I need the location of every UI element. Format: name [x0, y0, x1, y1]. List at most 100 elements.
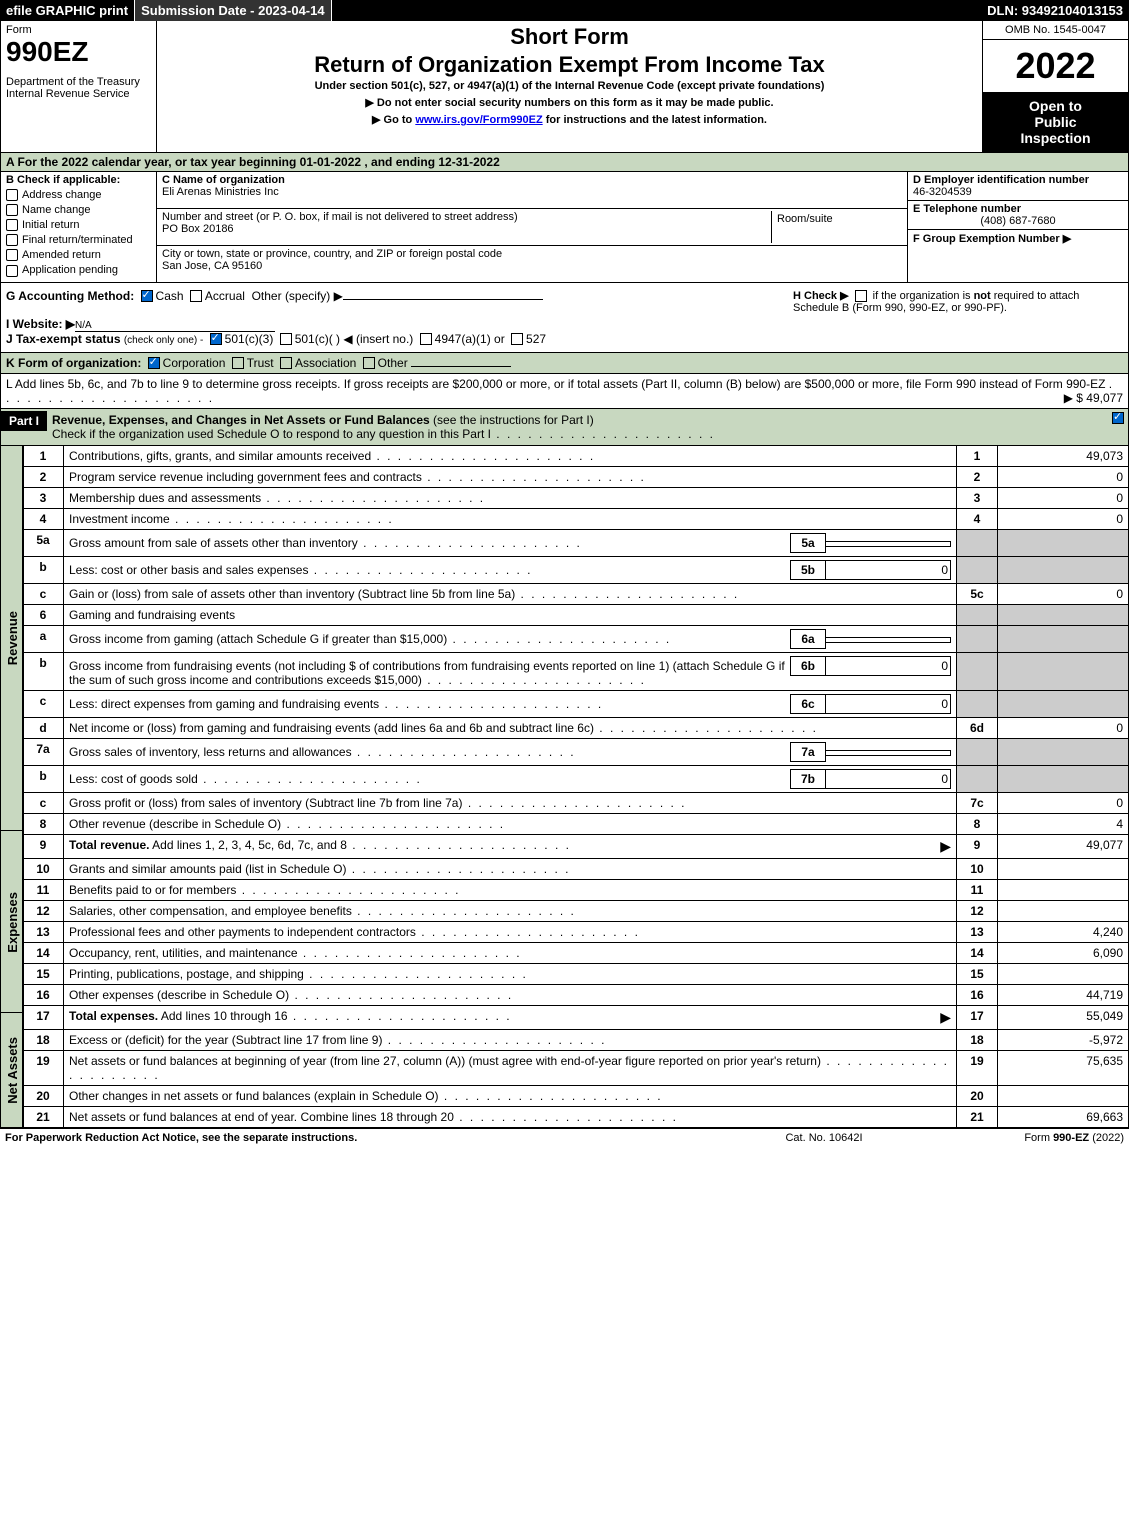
form-number: 990EZ: [6, 36, 151, 68]
street-cell: Number and street (or P. O. box, if mail…: [157, 209, 907, 246]
line-number: 12: [23, 900, 64, 921]
line-description: Less: direct expenses from gaming and fu…: [64, 690, 957, 717]
check-address-change[interactable]: Address change: [6, 189, 151, 201]
grey-cell: [998, 738, 1129, 765]
check-final-return[interactable]: Final return/terminated: [6, 234, 151, 246]
other-org-field[interactable]: [411, 366, 511, 367]
check-initial-return[interactable]: Initial return: [6, 219, 151, 231]
header-center: Short Form Return of Organization Exempt…: [157, 21, 982, 152]
line-description: Contributions, gifts, grants, and simila…: [64, 446, 957, 467]
check-accrual[interactable]: [190, 290, 202, 302]
line-description: Less: cost or other basis and sales expe…: [64, 556, 957, 583]
527-label: 527: [526, 332, 546, 346]
line-description: Occupancy, rent, utilities, and maintena…: [64, 942, 957, 963]
table-row: 15Printing, publications, postage, and s…: [23, 963, 1129, 984]
line-description: Excess or (deficit) for the year (Subtra…: [64, 1030, 957, 1051]
ein-label: D Employer identification number: [913, 174, 1089, 186]
revenue-table: 1Contributions, gifts, grants, and simil…: [22, 446, 1129, 859]
city-label: City or town, state or province, country…: [162, 248, 502, 260]
grey-cell: [998, 529, 1129, 556]
right-line-number: 6d: [957, 717, 998, 738]
table-row: cGross profit or (loss) from sales of in…: [23, 792, 1129, 813]
j-label: J Tax-exempt status: [6, 332, 121, 346]
paperwork-notice: For Paperwork Reduction Act Notice, see …: [5, 1132, 724, 1144]
check-501c[interactable]: [280, 333, 292, 345]
other-org-label: Other: [378, 356, 408, 370]
line-number: 6: [23, 604, 64, 625]
line-description: Benefits paid to or for members: [64, 879, 957, 900]
right-line-number: 2: [957, 466, 998, 487]
line-description: Printing, publications, postage, and shi…: [64, 963, 957, 984]
amount-value: 0: [998, 792, 1129, 813]
grey-cell: [998, 556, 1129, 583]
check-other-org[interactable]: [363, 357, 375, 369]
right-line-number: 20: [957, 1085, 998, 1106]
netassets-label: Net Assets: [5, 1037, 20, 1104]
line-description: Salaries, other compensation, and employ…: [64, 900, 957, 921]
part1-dots: [491, 427, 715, 441]
right-line-number: 4: [957, 508, 998, 529]
amount-value: 0: [998, 583, 1129, 604]
line-description: Membership dues and assessments: [64, 487, 957, 508]
goto-tail: for instructions and the latest informat…: [543, 114, 767, 126]
check-corporation[interactable]: [148, 357, 160, 369]
check-cash[interactable]: [141, 290, 153, 302]
line-number: d: [23, 717, 64, 738]
table-row: 11Benefits paid to or for members11: [23, 879, 1129, 900]
row-k: K Form of organization: Corporation Trus…: [0, 353, 1129, 374]
amount-value: -5,972: [998, 1030, 1129, 1051]
grey-cell: [998, 765, 1129, 792]
check-schedule-b[interactable]: [855, 290, 867, 302]
footer: For Paperwork Reduction Act Notice, see …: [0, 1128, 1129, 1147]
trust-label: Trust: [247, 356, 274, 370]
check-527[interactable]: [511, 333, 523, 345]
check-application-pending[interactable]: Application pending: [6, 264, 151, 276]
line-number: a: [23, 625, 64, 652]
sub-line-number: 5a: [790, 533, 826, 553]
table-row: 2Program service revenue including gover…: [23, 466, 1129, 487]
line-number: 2: [23, 466, 64, 487]
amount-value: 0: [998, 508, 1129, 529]
irs-link[interactable]: www.irs.gov/Form990EZ: [415, 114, 542, 126]
line-number: 14: [23, 942, 64, 963]
corp-label: Corporation: [163, 356, 226, 370]
line-number: 7a: [23, 738, 64, 765]
expenses-table: 10Grants and similar amounts paid (list …: [22, 859, 1129, 1030]
net-table: 18Excess or (deficit) for the year (Subt…: [22, 1030, 1129, 1128]
row-h: H Check ▶ if the organization is not req…: [793, 289, 1123, 346]
table-row: 9Total revenue. Add lines 1, 2, 3, 4, 5c…: [23, 834, 1129, 858]
table-row: dNet income or (loss) from gaming and fu…: [23, 717, 1129, 738]
sub-line-value: 0: [826, 694, 951, 714]
line-number: 10: [23, 859, 64, 880]
org-name: Eli Arenas Ministries Inc: [162, 186, 279, 198]
table-row: 1Contributions, gifts, grants, and simil…: [23, 446, 1129, 467]
line-number: c: [23, 690, 64, 717]
check-name-change[interactable]: Name change: [6, 204, 151, 216]
line-number: 17: [23, 1005, 64, 1029]
other-field[interactable]: [343, 299, 543, 300]
sub-line-number: 5b: [790, 560, 826, 580]
right-line-number: 21: [957, 1106, 998, 1127]
501c3-label: 501(c)(3): [225, 332, 274, 346]
right-line-number: 16: [957, 984, 998, 1005]
check-schedule-o[interactable]: [1112, 412, 1124, 424]
amount-value: [998, 963, 1129, 984]
city-value: San Jose, CA 95160: [162, 260, 262, 272]
line-description: Other expenses (describe in Schedule O): [64, 984, 957, 1005]
check-amended-return[interactable]: Amended return: [6, 249, 151, 261]
name-label: C Name of organization: [162, 174, 285, 186]
table-row: 16Other expenses (describe in Schedule O…: [23, 984, 1129, 1005]
check-501c3[interactable]: [210, 333, 222, 345]
sub-line-value: 0: [826, 769, 951, 789]
check-4947[interactable]: [420, 333, 432, 345]
check-association[interactable]: [280, 357, 292, 369]
table-row: 13Professional fees and other payments t…: [23, 921, 1129, 942]
part1-checkbox-cell: [1108, 411, 1128, 425]
right-line-number: 7c: [957, 792, 998, 813]
k-label: K Form of organization:: [6, 356, 141, 370]
phone-label: E Telephone number: [913, 203, 1021, 215]
check-trust[interactable]: [232, 357, 244, 369]
line-description: Investment income: [64, 508, 957, 529]
right-line-number: 1: [957, 446, 998, 467]
revenue-label: Revenue: [5, 611, 20, 665]
